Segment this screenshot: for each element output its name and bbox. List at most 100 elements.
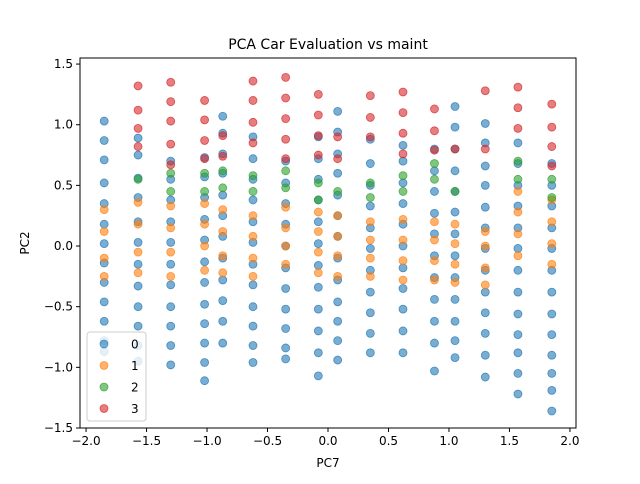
point-series-0-42 xyxy=(200,278,210,287)
point-series-1-16 xyxy=(218,205,228,215)
point-series-1-56 xyxy=(513,187,523,196)
point-series-1-54 xyxy=(480,263,490,273)
point-series-1-2 xyxy=(99,253,109,263)
point-series-3-27 xyxy=(313,150,323,160)
point-series-0-126 xyxy=(398,284,408,293)
point-series-1-27 xyxy=(281,259,291,269)
point-series-3-1 xyxy=(133,105,143,115)
point-series-1-47 xyxy=(430,275,439,285)
y-tick-label-2: −0.5 xyxy=(44,300,73,314)
point-series-0-165 xyxy=(480,350,490,360)
point-series-0-153 xyxy=(450,353,460,363)
point-series-0-78 xyxy=(281,284,291,293)
point-series-3-36 xyxy=(398,149,408,159)
point-series-3-3 xyxy=(133,142,143,151)
point-series-0-21 xyxy=(133,302,143,312)
point-series-1-4 xyxy=(133,197,143,207)
point-series-3-8 xyxy=(166,160,176,170)
point-series-1-26 xyxy=(281,241,291,251)
point-series-3-18 xyxy=(248,138,258,148)
legend-marker-2 xyxy=(99,382,109,392)
point-series-0-5 xyxy=(99,219,109,229)
point-series-3-41 xyxy=(480,86,490,96)
point-series-3-25 xyxy=(313,110,323,120)
point-series-2-10 xyxy=(281,183,291,193)
x-tick-label-7: 1.5 xyxy=(500,434,519,448)
point-series-0-33 xyxy=(166,321,176,331)
point-series-1-50 xyxy=(450,259,460,269)
point-series-3-23 xyxy=(281,154,291,164)
point-series-3-5 xyxy=(166,97,176,107)
point-series-3-33 xyxy=(398,87,408,97)
point-series-0-57 xyxy=(218,296,228,306)
point-series-0-139 xyxy=(430,338,439,348)
point-series-0-29 xyxy=(166,237,176,247)
point-series-0-120 xyxy=(398,156,408,166)
point-series-1-46 xyxy=(430,256,439,265)
point-series-0-152 xyxy=(450,336,460,346)
point-series-0-151 xyxy=(450,316,460,326)
point-series-0-146 xyxy=(450,207,460,217)
point-series-0-113 xyxy=(365,244,375,253)
point-series-0-117 xyxy=(365,328,375,338)
point-series-1-33 xyxy=(333,231,343,241)
legend-label-0: 0 xyxy=(131,338,139,352)
legend-label-3: 3 xyxy=(131,402,139,416)
x-axis-label: PC7 xyxy=(316,456,339,470)
x-tick-label-5: 0.5 xyxy=(379,434,398,448)
x-tick-label-4: 0.0 xyxy=(318,434,337,448)
point-series-0-30 xyxy=(166,259,176,269)
point-series-0-20 xyxy=(133,281,143,291)
point-series-0-58 xyxy=(218,316,228,326)
point-series-2-23 xyxy=(547,174,557,184)
point-series-0-1 xyxy=(99,136,109,145)
point-series-3-0 xyxy=(133,81,143,91)
point-series-1-23 xyxy=(248,271,258,281)
point-series-3-49 xyxy=(547,161,557,171)
point-series-3-26 xyxy=(313,131,323,141)
y-tick-label-6: 1.5 xyxy=(54,57,73,71)
point-series-3-6 xyxy=(166,116,176,126)
point-series-0-106 xyxy=(333,336,343,346)
point-series-3-38 xyxy=(430,126,439,136)
point-series-2-12 xyxy=(313,195,323,205)
point-series-1-12 xyxy=(200,199,210,208)
point-series-1-6 xyxy=(133,247,143,257)
point-series-0-190 xyxy=(547,369,557,378)
point-series-3-10 xyxy=(200,115,210,125)
point-series-3-43 xyxy=(513,82,523,92)
point-series-3-42 xyxy=(480,144,490,154)
y-tick-label-3: 0.0 xyxy=(54,239,73,253)
point-series-3-15 xyxy=(248,76,258,86)
point-series-1-55 xyxy=(480,280,490,290)
point-series-0-79 xyxy=(281,304,291,314)
legend-marker-1 xyxy=(99,361,109,370)
point-series-1-15 xyxy=(200,265,210,275)
point-series-2-16 xyxy=(398,171,408,181)
point-series-0-177 xyxy=(513,348,523,358)
point-series-0-167 xyxy=(513,138,523,148)
point-series-1-19 xyxy=(218,268,228,278)
point-series-0-148 xyxy=(450,251,460,261)
point-series-0-150 xyxy=(450,295,460,304)
point-series-0-19 xyxy=(133,259,143,269)
point-series-0-82 xyxy=(281,354,291,364)
legend: 0 1 2 3 xyxy=(86,331,147,422)
point-series-0-119 xyxy=(398,140,408,150)
point-series-0-111 xyxy=(365,201,375,211)
point-series-0-94 xyxy=(313,371,323,381)
point-series-2-5 xyxy=(218,166,228,176)
point-series-0-80 xyxy=(281,324,291,333)
point-series-2-21 xyxy=(513,156,523,166)
point-series-0-125 xyxy=(398,263,408,273)
point-series-1-5 xyxy=(133,219,143,229)
point-series-0-18 xyxy=(133,237,143,247)
point-series-2-15 xyxy=(365,193,375,202)
point-series-0-187 xyxy=(547,309,557,319)
legend-marker-0 xyxy=(99,339,109,349)
point-series-1-37 xyxy=(365,235,375,245)
point-series-0-176 xyxy=(513,330,523,339)
point-series-0-41 xyxy=(200,257,210,267)
point-series-1-8 xyxy=(166,201,176,211)
y-tick-label-1: −1.0 xyxy=(44,360,73,374)
